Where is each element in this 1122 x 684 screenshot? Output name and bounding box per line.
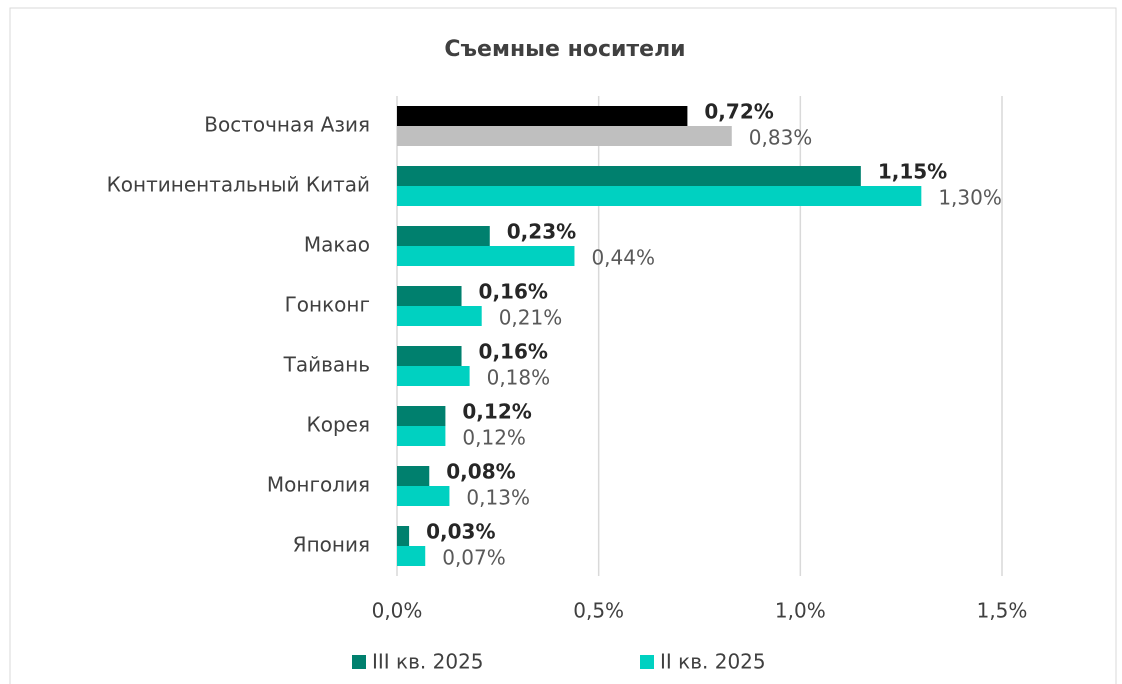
- data-label: 0,13%: [466, 486, 530, 510]
- data-label: 0,18%: [487, 366, 551, 390]
- legend-label: III кв. 2025: [372, 650, 484, 674]
- bar: [397, 546, 426, 566]
- chart-title: Съемные носители: [444, 37, 685, 62]
- bar: [397, 286, 462, 306]
- bar: [397, 106, 688, 126]
- x-tick-label: 0,5%: [573, 599, 624, 623]
- bar: [397, 126, 732, 146]
- bar: [397, 466, 430, 486]
- legend-swatch: [352, 655, 366, 669]
- y-tick-label: Монголия: [267, 473, 370, 497]
- bar: [397, 166, 861, 186]
- data-label: 0,16%: [479, 340, 548, 364]
- y-tick-label: Тайвань: [283, 353, 370, 377]
- bar: [397, 306, 482, 326]
- bar: [397, 226, 490, 246]
- data-label: 0,16%: [479, 280, 548, 304]
- bar: [397, 346, 462, 366]
- x-tick-label: 0,0%: [372, 599, 423, 623]
- y-tick-label: Континентальный Китай: [107, 173, 370, 197]
- data-label: 0,08%: [446, 460, 515, 484]
- y-tick-label: Корея: [307, 413, 370, 437]
- data-label: 1,15%: [878, 160, 947, 184]
- bar: [397, 246, 575, 266]
- legend-label: II кв. 2025: [660, 650, 766, 674]
- bar: [397, 426, 446, 446]
- y-tick-label: Макао: [304, 233, 370, 257]
- data-label: 1,30%: [938, 186, 1002, 210]
- data-label: 0,83%: [749, 126, 813, 150]
- bar: [397, 186, 922, 206]
- data-label: 0,12%: [462, 400, 531, 424]
- data-label: 0,44%: [591, 246, 655, 270]
- x-tick-label: 1,5%: [977, 599, 1028, 623]
- data-label: 0,21%: [499, 306, 563, 330]
- y-tick-label: Япония: [293, 533, 370, 557]
- data-label: 0,07%: [442, 546, 506, 570]
- data-label: 0,12%: [462, 426, 526, 450]
- bar: [397, 526, 410, 546]
- y-tick-label: Восточная Азия: [204, 113, 370, 137]
- bar: [397, 406, 446, 426]
- data-label: 0,23%: [507, 220, 576, 244]
- data-label: 0,72%: [704, 100, 773, 124]
- x-tick-label: 1,0%: [775, 599, 826, 623]
- bar: [397, 366, 470, 386]
- y-tick-label: Гонконг: [285, 293, 370, 317]
- bar: [397, 486, 450, 506]
- legend-swatch: [640, 655, 654, 669]
- data-label: 0,03%: [426, 520, 495, 544]
